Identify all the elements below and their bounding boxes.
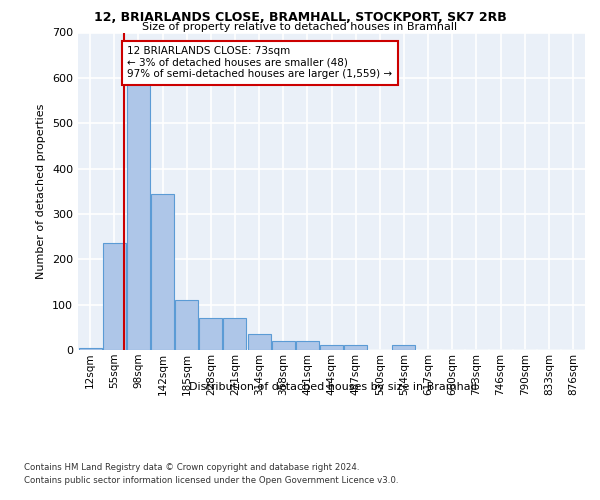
Text: 12, BRIARLANDS CLOSE, BRAMHALL, STOCKPORT, SK7 2RB: 12, BRIARLANDS CLOSE, BRAMHALL, STOCKPOR… (94, 11, 506, 24)
Bar (392, 346, 415, 350)
Bar (248, 334, 271, 350)
Bar (272, 341, 295, 350)
Bar (320, 346, 343, 350)
Bar (79, 348, 101, 350)
Text: Contains HM Land Registry data © Crown copyright and database right 2024.: Contains HM Land Registry data © Crown c… (24, 462, 359, 471)
Bar (296, 341, 319, 350)
Y-axis label: Number of detached properties: Number of detached properties (37, 104, 46, 279)
Bar (175, 300, 198, 350)
Bar (199, 318, 222, 350)
Text: Size of property relative to detached houses in Bramhall: Size of property relative to detached ho… (142, 22, 458, 32)
Bar (103, 244, 125, 350)
Bar (127, 55, 150, 350)
Text: 12 BRIARLANDS CLOSE: 73sqm
← 3% of detached houses are smaller (48)
97% of semi-: 12 BRIARLANDS CLOSE: 73sqm ← 3% of detac… (127, 46, 392, 80)
Bar (344, 346, 367, 350)
Bar (151, 194, 174, 350)
Text: Distribution of detached houses by size in Bramhall: Distribution of detached houses by size … (189, 382, 477, 392)
Bar (223, 318, 247, 350)
Text: Contains public sector information licensed under the Open Government Licence v3: Contains public sector information licen… (24, 476, 398, 485)
